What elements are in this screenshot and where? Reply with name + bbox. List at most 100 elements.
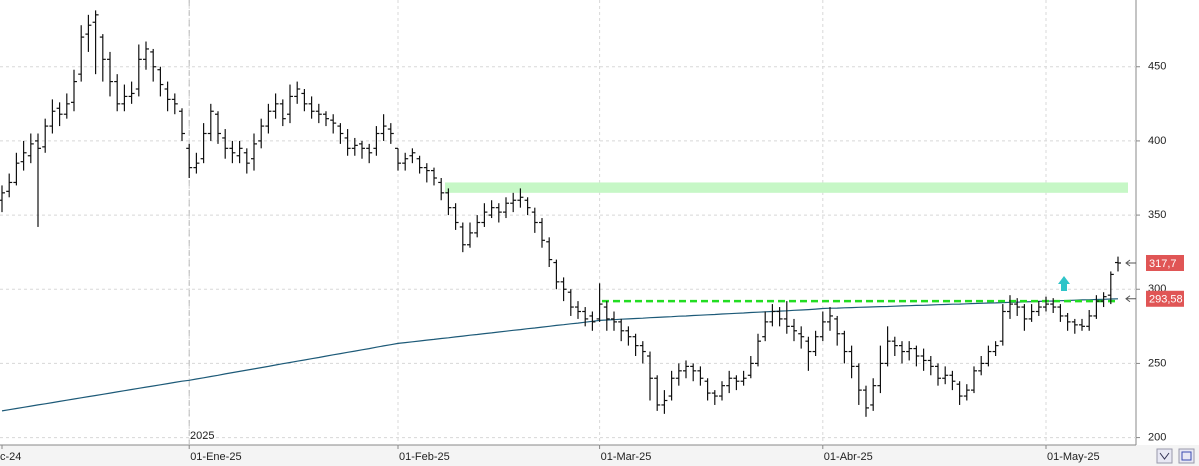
ohlc-bar: [308, 96, 315, 119]
ohlc-bar: [711, 390, 718, 405]
ohlc-bar: [762, 311, 769, 342]
ohlc-bar: [423, 163, 430, 183]
ohlc-bar: [272, 93, 279, 119]
ohlc-bar: [1057, 304, 1064, 322]
ohlc-bar: [999, 304, 1006, 346]
year-label: 2025: [190, 430, 214, 442]
ohlc-bar: [906, 341, 913, 361]
ohlc-bar: [467, 222, 473, 248]
ohlc-bar: [834, 315, 841, 346]
y-tick-label: 200: [1148, 431, 1166, 443]
ohlc-bar: [805, 336, 812, 371]
ohlc-bar: [510, 192, 517, 213]
ohlc-bar: [150, 48, 157, 82]
ohlc-bar: [963, 384, 970, 401]
ohlc-bar: [13, 152, 20, 186]
ohlc-bar: [265, 103, 272, 134]
ohlc-bar: [992, 341, 999, 356]
ohlc-bar: [740, 370, 747, 386]
ohlc-bar: [171, 93, 178, 115]
signal-arrow: [1058, 276, 1070, 291]
ohlc-bar: [6, 173, 13, 198]
ohlc-bar: [416, 155, 423, 174]
ohlc-bar: [294, 81, 301, 104]
ohlc-bar: [891, 336, 898, 356]
ohlc-bar: [1064, 312, 1071, 331]
ohlc-bar: [279, 99, 286, 127]
ohlc-bar: [683, 360, 689, 379]
ohlc-bar: [474, 215, 481, 238]
ohlc-bar: [258, 118, 265, 149]
ohlc-bar: [438, 178, 445, 201]
ohlc-bar: [783, 301, 790, 334]
ohlc-bar: [913, 345, 920, 367]
ohlc-bar: [193, 152, 200, 174]
ohlc-bar: [927, 356, 934, 376]
ohlc-bar: [143, 41, 149, 70]
ohlc-bar: [632, 333, 639, 356]
ohlc-bar: [971, 366, 977, 394]
save-icon: [1181, 451, 1192, 461]
ohlc-bar: [884, 326, 891, 367]
ohlc-bar: [135, 44, 142, 97]
ohlc-bar: [164, 81, 171, 112]
price-pointer: [1125, 295, 1136, 303]
ohlc-bar: [517, 188, 524, 208]
ohlc-bar: [49, 99, 56, 134]
ohlc-bar: [1079, 318, 1085, 331]
ohlc-bar: [503, 197, 509, 219]
ohlc-bar: [697, 366, 704, 386]
ohlc-bar: [1115, 256, 1121, 272]
ohlc-bar: [985, 345, 992, 367]
ohlc-bar: [114, 74, 121, 112]
ohlc-bar: [78, 25, 85, 82]
ohlc-bar: [848, 345, 855, 379]
toolbar: [1156, 448, 1195, 464]
ohlc-bar: [488, 200, 495, 219]
ohlc-bar: [920, 348, 927, 371]
ohlc-bar: [949, 370, 956, 391]
ohlc-bar: [200, 123, 207, 164]
ohlc-bar: [359, 140, 365, 159]
ohlc-bar: [243, 148, 250, 174]
ohlc-bar: [92, 10, 99, 75]
ohlc-bar: [654, 375, 661, 411]
y-tick-label: 350: [1148, 209, 1166, 221]
ohlc-bar: [121, 84, 128, 112]
ohlc-bar: [582, 307, 589, 327]
ohlc-bar: [1100, 292, 1107, 308]
ohlc-bar: [776, 307, 783, 327]
y-tick-label: 450: [1148, 61, 1166, 73]
ohlc-bar: [575, 301, 581, 319]
ohlc-bar: [747, 356, 754, 379]
ohlc-bar: [179, 108, 185, 141]
ohlc-bar: [323, 111, 329, 127]
save-button[interactable]: [1178, 448, 1195, 464]
ohlc-bar: [603, 301, 610, 331]
collapse-button[interactable]: [1156, 448, 1173, 464]
ohlc-bar: [1007, 295, 1013, 319]
ohlc-bar: [531, 207, 538, 233]
ohlc-bar: [186, 143, 193, 178]
ohlc-bar: [625, 326, 632, 346]
ohlc-bar: [675, 363, 682, 386]
ohlc-bar: [495, 203, 502, 223]
ohlc-bar: [539, 218, 545, 248]
x-tick-label: 01-Mar-25: [601, 451, 652, 463]
ohlc-bar: [366, 143, 373, 164]
ohlc-bar: [639, 341, 646, 364]
ohlc-bar: [589, 311, 596, 331]
price-tag-label: 317,7: [1149, 258, 1177, 270]
price-tag-label: 293,58: [1149, 294, 1183, 306]
ohlc-bar: [791, 318, 797, 342]
ohlc-bar: [0, 185, 5, 213]
ohlc-bar: [222, 129, 229, 159]
ohlc-bar: [1093, 295, 1100, 319]
ohlc-bar: [755, 333, 761, 367]
price-tag: [1146, 290, 1184, 307]
y-tick-label: 250: [1148, 357, 1166, 369]
ohlc-bar: [942, 366, 949, 385]
ohlc-bar: [287, 84, 293, 124]
ohlc-bar: [1086, 310, 1093, 331]
